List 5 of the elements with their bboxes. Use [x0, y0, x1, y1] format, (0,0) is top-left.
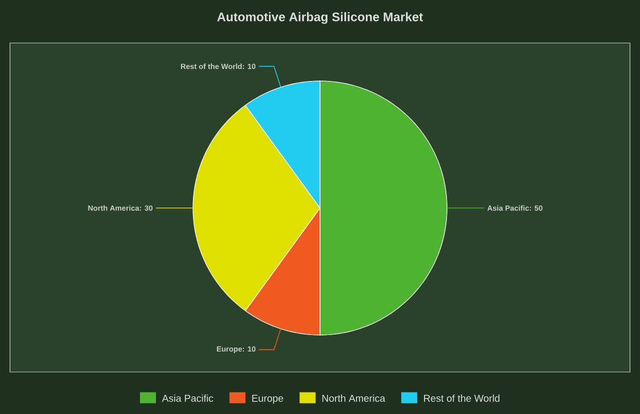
legend-label: Rest of the World	[424, 394, 500, 402]
legend-label: North America	[322, 394, 386, 402]
legend-label: Europe	[252, 394, 284, 404]
chart-title: Automotive Airbag Silicone Market	[217, 12, 423, 24]
legend-label: Asia Pacific	[162, 394, 214, 402]
